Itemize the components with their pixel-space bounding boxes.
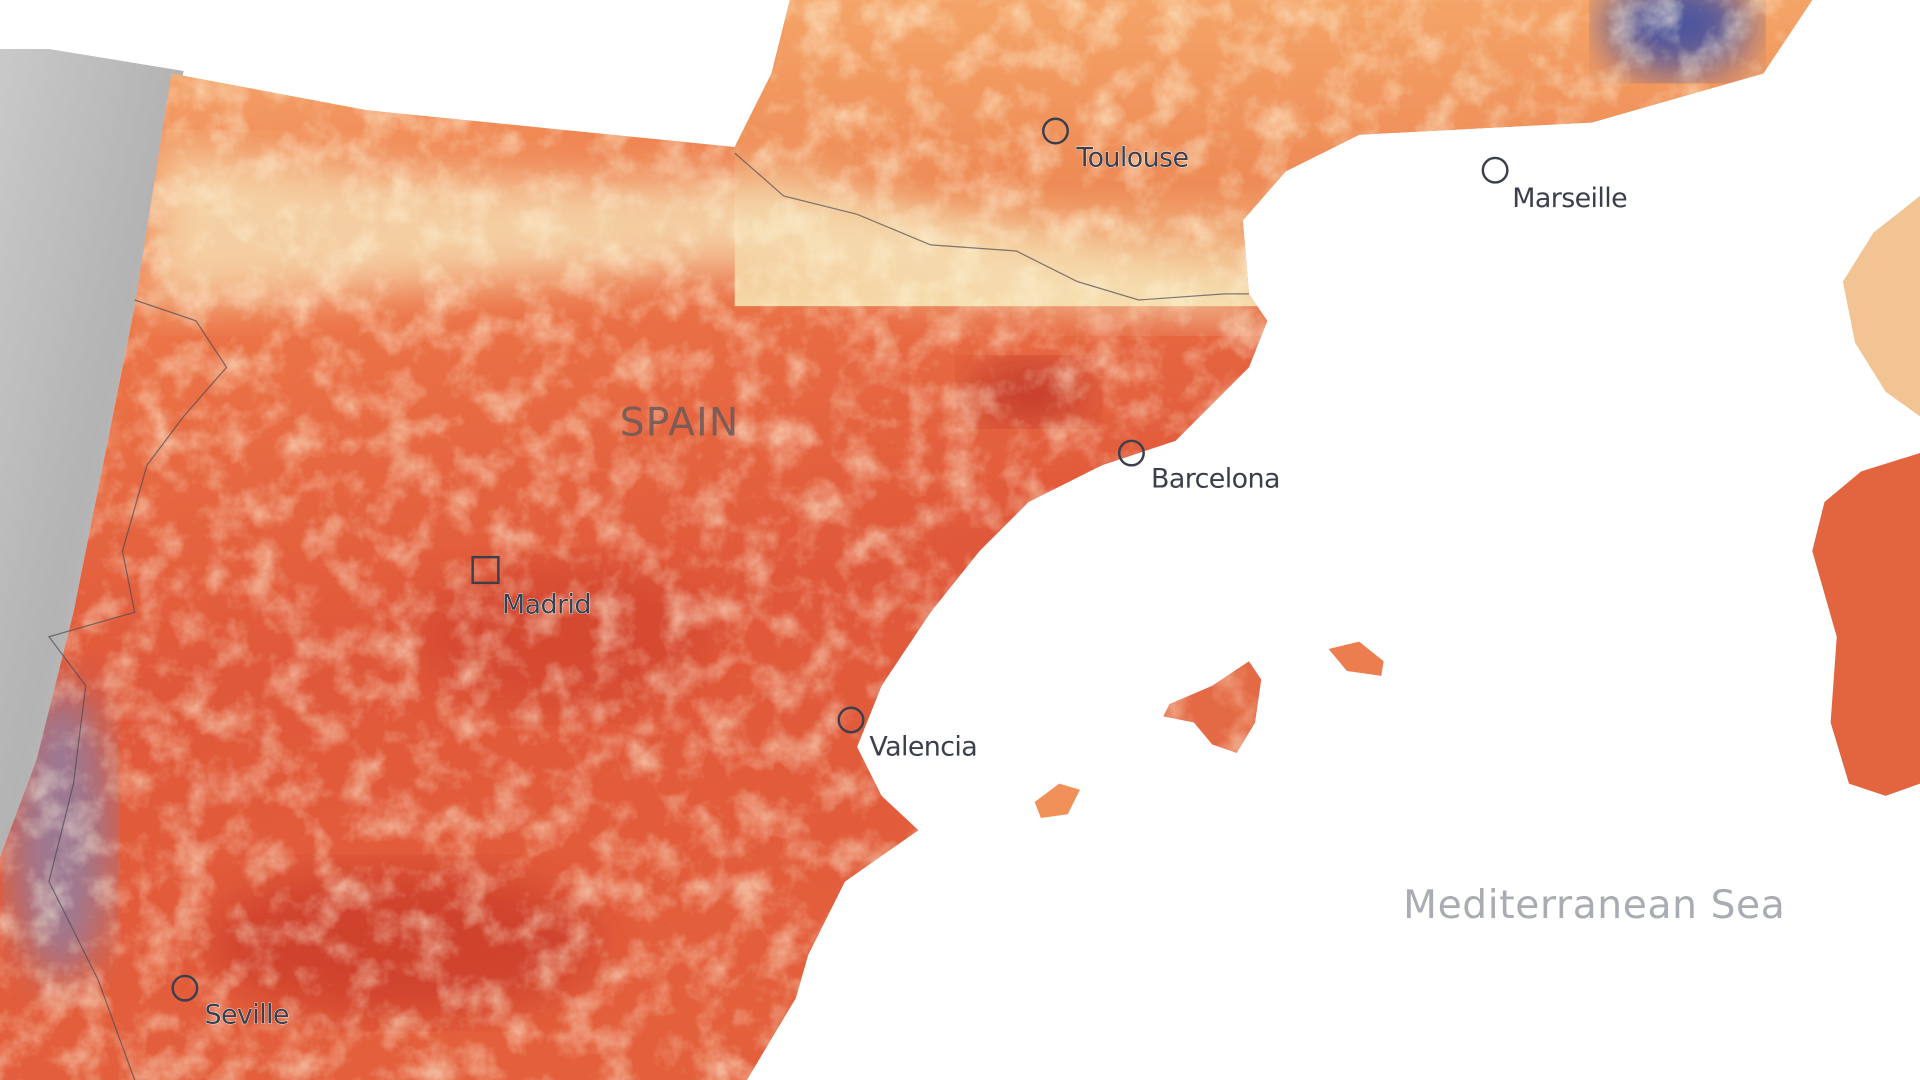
city-label: Toulouse [1075,143,1188,174]
border-france-spain [734,152,1249,301]
city-label: Valencia [869,732,977,763]
city-marker [1117,439,1145,467]
country-label: SPAIN [620,400,740,445]
sea-label: Mediterranean Sea [1403,883,1785,928]
city-label: Marseille [1512,183,1627,214]
balearic-texture [1163,661,1262,754]
city-marker [171,974,199,1002]
city-label: Madrid [502,589,591,620]
ibiza [1034,783,1080,818]
corsica [1842,195,1920,417]
city-marker [1481,156,1509,184]
city-label: Seville [204,1000,288,1031]
city-marker [837,706,865,734]
capital-marker [471,555,500,585]
menorca [1328,641,1384,676]
hillshade [0,48,184,858]
sardinia [1812,453,1920,796]
border-portugal-spain [47,299,228,1080]
city-marker [1042,117,1069,145]
city-label: Barcelona [1151,463,1280,494]
